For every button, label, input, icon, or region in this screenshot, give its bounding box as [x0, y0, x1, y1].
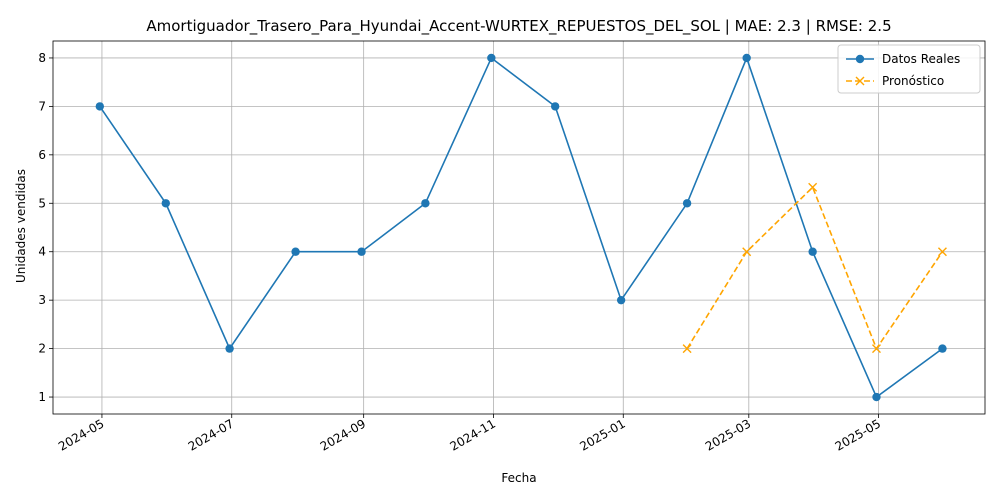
y-axis-ticks: 1 2 3 4 5 6 7 8	[38, 51, 53, 404]
legend-label: Pronóstico	[882, 74, 944, 88]
data-point	[225, 344, 234, 353]
y-tick-label: 2	[38, 342, 46, 356]
data-point	[872, 392, 881, 402]
x-tick-label: 2024-07	[186, 416, 236, 453]
data-point	[357, 247, 366, 256]
x-tick-label: 2024-09	[318, 416, 368, 453]
data-point	[487, 53, 496, 63]
y-tick-label: 1	[38, 390, 46, 404]
legend-label: Datos Reales	[882, 52, 960, 66]
y-axis-label: Unidades vendidas	[14, 169, 28, 283]
forecast-point	[937, 247, 947, 257]
plot-frame	[52, 40, 986, 415]
data-point	[95, 102, 105, 111]
data-point	[682, 199, 692, 208]
y-tick-label: 6	[38, 148, 46, 162]
series-layer	[95, 53, 947, 402]
data-point	[808, 247, 817, 256]
x-tick-label: 2025-03	[703, 416, 753, 453]
y-tick-label: 8	[38, 51, 46, 65]
x-tick-label: 2024-05	[56, 416, 106, 453]
forecast-point	[871, 344, 881, 354]
forecast-point	[682, 344, 692, 354]
x-axis-label: Fecha	[501, 471, 536, 485]
y-tick-label: 3	[38, 293, 46, 307]
data-point	[421, 199, 430, 208]
data-point	[291, 247, 300, 256]
data-point	[550, 102, 560, 111]
y-tick-label: 5	[38, 196, 46, 210]
y-tick-label: 4	[38, 245, 46, 259]
x-tick-label: 2024-11	[448, 416, 498, 453]
x-axis-ticks: 2024-05 2024-07 2024-09 2024-11 2025-01 2025-…	[56, 414, 883, 454]
forecast-point	[808, 182, 818, 192]
data-point	[161, 199, 170, 208]
data-point	[742, 53, 751, 63]
series-line	[686, 185, 944, 351]
legend-item: Datos Reales	[846, 52, 960, 66]
chart-title: Amortiguador_Trasero_Para_Hyundai_Accent…	[146, 17, 891, 36]
data-point	[938, 344, 947, 353]
legend-item: Pronóstico	[846, 74, 944, 88]
legend: Datos Reales Pronóstico	[837, 44, 981, 94]
grid	[53, 41, 985, 414]
forecast-point	[742, 247, 752, 257]
series-line	[99, 55, 943, 399]
x-tick-label: 2025-01	[577, 416, 627, 453]
y-tick-label: 7	[38, 99, 46, 113]
x-tick-label: 2025-05	[833, 416, 883, 453]
data-point	[616, 295, 626, 305]
